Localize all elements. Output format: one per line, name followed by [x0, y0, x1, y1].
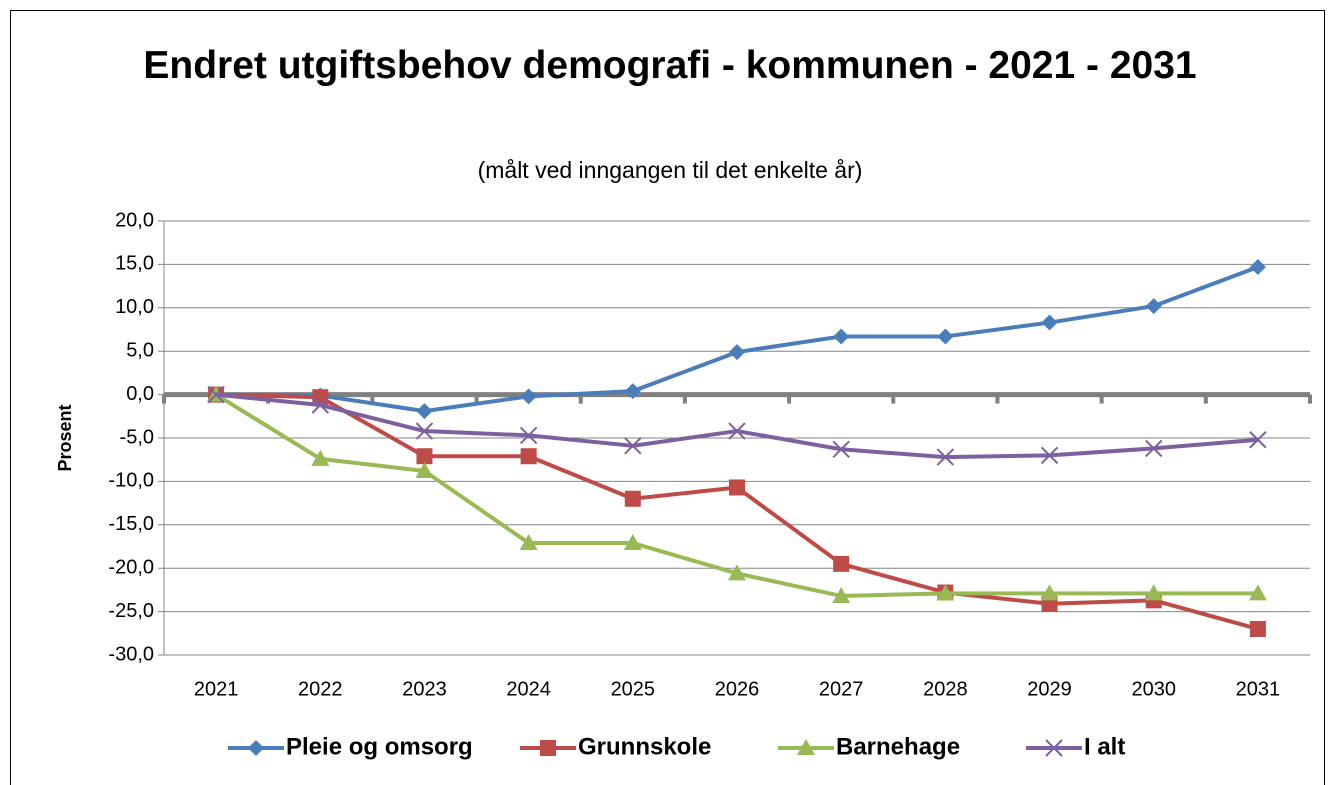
- marker: [729, 344, 745, 361]
- marker: [623, 534, 642, 551]
- marker: [1248, 584, 1267, 601]
- y-tick-label: -25,0: [108, 600, 154, 622]
- marker: [1145, 298, 1162, 315]
- marker: [520, 448, 537, 465]
- y-tick-label: 10,0: [115, 296, 154, 318]
- marker: [416, 403, 433, 420]
- x-tick-label: 2030: [1131, 678, 1176, 700]
- marker: [624, 490, 641, 507]
- y-tick-label: -30,0: [108, 643, 154, 665]
- x-tick-label: 2028: [923, 678, 968, 700]
- marker: [728, 564, 746, 581]
- chart-border: [10, 10, 1325, 785]
- marker: [311, 449, 330, 466]
- marker: [624, 383, 641, 400]
- marker: [416, 448, 433, 465]
- legend-label: Grunnskole: [578, 733, 711, 760]
- marker: [1249, 620, 1266, 637]
- marker: [311, 396, 329, 414]
- marker: [540, 740, 556, 756]
- marker: [833, 328, 850, 345]
- x-tick-label: 2022: [298, 678, 343, 700]
- marker: [520, 388, 537, 405]
- marker: [937, 328, 954, 345]
- marker: [832, 586, 851, 603]
- marker: [1249, 259, 1266, 276]
- marker: [519, 426, 538, 445]
- x-tick-label: 2029: [1027, 678, 1072, 700]
- y-tick-label: -15,0: [108, 513, 154, 535]
- chart-title: Endret utgiftsbehov demografi - kommunen…: [143, 44, 1197, 87]
- marker: [1041, 314, 1058, 331]
- x-tick-label: 2025: [611, 678, 656, 700]
- y-tick-label: 20,0: [115, 209, 154, 231]
- marker: [833, 555, 850, 572]
- marker: [1040, 584, 1059, 601]
- legend-label: Pleie og omsorg: [286, 733, 473, 760]
- marker: [248, 740, 264, 756]
- x-tick-label: 2026: [715, 678, 760, 700]
- legend-label: Barnehage: [836, 733, 960, 760]
- marker: [1145, 439, 1163, 458]
- series-line: [216, 265, 1259, 414]
- marker: [519, 534, 538, 551]
- x-tick-label: 2024: [506, 678, 551, 700]
- marker: [624, 437, 642, 455]
- marker: [415, 461, 434, 478]
- marker: [936, 448, 955, 466]
- legend-label: I alt: [1084, 733, 1125, 760]
- marker: [207, 385, 225, 404]
- marker: [1040, 446, 1059, 465]
- x-tick-label: 2023: [402, 678, 447, 700]
- marker: [936, 584, 955, 601]
- marker: [728, 422, 746, 440]
- y-tick-label: 15,0: [115, 253, 154, 275]
- marker: [729, 479, 745, 496]
- marker: [1249, 431, 1267, 449]
- marker: [1144, 584, 1163, 601]
- marker: [797, 739, 815, 755]
- x-tick-label: 2031: [1236, 678, 1281, 700]
- x-tick-label: 2027: [819, 678, 864, 700]
- y-tick-label: -10,0: [108, 470, 154, 492]
- y-tick-label: -5,0: [120, 426, 154, 448]
- y-axis-label: Prosent: [55, 404, 75, 471]
- marker: [832, 440, 850, 458]
- chart-subtitle: (målt ved inngangen til det enkelte år): [478, 157, 863, 183]
- y-tick-label: -20,0: [108, 556, 154, 578]
- marker: [415, 422, 434, 440]
- y-tick-label: 5,0: [126, 339, 154, 361]
- x-tick-label: 2021: [194, 678, 239, 700]
- marker: [1045, 739, 1063, 757]
- y-tick-label: 0,0: [126, 383, 154, 405]
